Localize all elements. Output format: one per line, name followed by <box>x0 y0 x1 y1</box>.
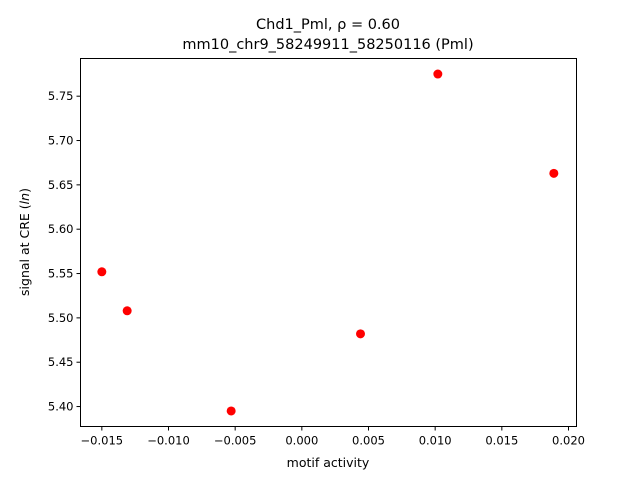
plot-frame <box>80 58 577 427</box>
y-tick-label: 5.45 <box>48 355 74 369</box>
x-tick-label: 0.005 <box>352 434 385 448</box>
y-tick-label: 5.70 <box>48 134 74 148</box>
x-tick-label: 0.020 <box>552 434 585 448</box>
chart-title-line1: Chd1_Pml, ρ = 0.60 <box>256 17 400 33</box>
y-tick-label: 5.65 <box>48 178 74 192</box>
data-point <box>122 306 132 316</box>
data-point <box>549 168 559 178</box>
x-tick-label: −0.005 <box>214 434 257 448</box>
y-axis-label-italic: ln <box>17 193 32 204</box>
x-axis-ticks: −0.015 −0.010 −0.005 0.000 0.005 0.010 0.015 0.… <box>81 426 585 448</box>
y-tick-label: 5.50 <box>48 311 74 325</box>
data-point <box>97 267 107 277</box>
y-tick-label: 5.75 <box>48 89 74 103</box>
data-point <box>433 69 443 79</box>
y-tick-label: 5.40 <box>48 400 74 414</box>
x-tick-label: 0.010 <box>419 434 452 448</box>
x-tick-label: 0.015 <box>485 434 518 448</box>
x-tick-label: 0.000 <box>285 434 318 448</box>
data-point <box>356 329 365 339</box>
x-axis-label: motif activity <box>287 455 370 470</box>
y-axis-label-suffix: ) <box>17 188 32 193</box>
x-tick-label: −0.010 <box>147 434 190 448</box>
y-axis-label-prefix: signal at CRE ( <box>17 204 32 296</box>
data-point <box>226 406 236 416</box>
y-axis-ticks: 5.40 5.45 5.50 5.55 5.60 5.65 5.70 5.75 <box>48 89 81 414</box>
x-tick-label: −0.015 <box>81 434 124 448</box>
chart-title-line2: mm10_chr9_58249911_58250116 (Pml) <box>182 37 473 53</box>
y-tick-label: 5.60 <box>48 222 74 236</box>
y-tick-label: 5.55 <box>48 267 74 281</box>
y-axis-label: signal at CRE (ln) <box>17 188 32 296</box>
data-points <box>97 69 559 416</box>
